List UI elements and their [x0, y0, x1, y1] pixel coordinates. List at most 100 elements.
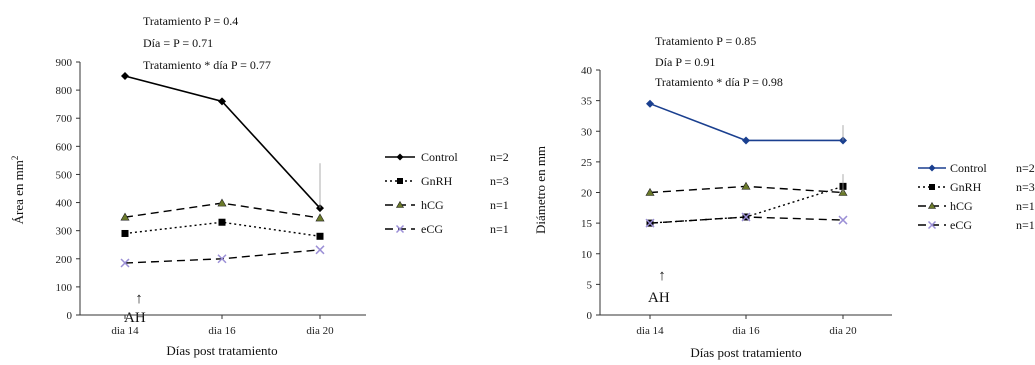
y-tick-label: 40	[581, 65, 593, 77]
legend-marker	[928, 164, 936, 172]
legend-item-control: Control n=2	[385, 150, 509, 164]
y-tick-label: 300	[56, 226, 73, 238]
area-chart: Tratamiento P = 0.4 Día = P = 0.71 Trata…	[10, 14, 509, 358]
series-control	[121, 72, 324, 213]
legend-item-hcg: hCG n=1	[918, 199, 1035, 213]
x-tick-label: dia 20	[306, 325, 334, 337]
legend-n-label: n=2	[490, 150, 509, 164]
y-tick-label: 900	[56, 57, 73, 69]
legend: Control n=2 GnRH n=3 hCG n=1 eCG n=1	[385, 150, 509, 236]
ah-annotation: AH	[124, 310, 146, 326]
y-tick-label: 35	[581, 96, 593, 108]
legend-marker	[927, 220, 937, 230]
x-tick-label: dia 14	[111, 325, 139, 337]
axes: 0 100 200 300 400 500 600 700 800 900 dia 14 dia 16…	[56, 57, 366, 337]
x-tick-label: dia 16	[208, 325, 236, 337]
y-tick-label: 10	[581, 249, 593, 261]
series-ecg	[120, 245, 325, 268]
legend-marker	[929, 184, 935, 190]
point-hcg-2	[217, 198, 227, 207]
stat-line-interaction: Tratamiento * día P = 0.77	[143, 58, 271, 72]
ah-annotation: AH	[648, 290, 670, 306]
stat-line-treatment: Tratamiento P = 0.4	[143, 14, 238, 28]
stat-line-day: Día = P = 0.71	[143, 36, 213, 50]
point-control-1	[646, 99, 654, 108]
stat-line-interaction: Tratamiento * día P = 0.98	[655, 75, 783, 89]
legend-n-label: n=1	[1016, 199, 1035, 213]
point-hcg-1	[645, 187, 655, 196]
legend-item-gnrh: GnRH n=3	[385, 174, 509, 188]
legend-n-label: n=3	[1016, 180, 1035, 194]
y-tick-label: 15	[581, 218, 593, 230]
legend-n-label: n=1	[490, 198, 509, 212]
y-tick-label: 25	[581, 157, 593, 169]
point-hcg-2	[741, 181, 751, 190]
point-control-2	[742, 136, 750, 145]
series-control	[646, 99, 847, 145]
legend-label: eCG	[421, 222, 443, 236]
legend-n-label: n=1	[490, 222, 509, 236]
x-axis-label: Días post tratamiento	[166, 343, 277, 358]
legend-label: hCG	[421, 198, 444, 212]
x-tick-label: dia 16	[732, 325, 760, 337]
legend-label: Control	[950, 161, 987, 175]
y-tick-label: 100	[56, 282, 73, 294]
y-tick-label: 400	[56, 198, 73, 210]
point-ecg-1	[120, 258, 130, 268]
series-hcg	[120, 198, 325, 222]
legend-item-ecg: eCG n=1	[918, 218, 1035, 232]
point-control-2	[218, 97, 226, 106]
legend-marker	[927, 201, 937, 209]
legend-item-ecg: eCG n=1	[385, 222, 509, 236]
y-tick-label: 800	[56, 85, 73, 97]
y-axis-label: Diámetro en mm	[533, 146, 548, 234]
legend-marker	[397, 178, 403, 184]
point-hcg-1	[120, 212, 130, 221]
legend-label: GnRH	[421, 174, 453, 188]
legend-n-label: n=1	[1016, 218, 1035, 232]
x-tick-label: dia 20	[829, 325, 857, 337]
point-gnrh-1	[121, 229, 129, 237]
y-tick-label: 500	[56, 169, 73, 181]
series-line-control	[124, 75, 321, 209]
diameter-chart: Tratamiento P = 0.85 Día P = 0.91 Tratam…	[533, 34, 1035, 360]
stat-line-treatment: Tratamiento P = 0.85	[655, 34, 756, 48]
series-group	[645, 99, 848, 228]
ah-arrow: ↑	[135, 291, 143, 307]
legend: Control n=2 GnRH n=3 hCG n=1 eCG n=1	[918, 161, 1035, 232]
series-group	[120, 72, 325, 268]
legend-label: GnRH	[950, 180, 982, 194]
series-line-ecg	[124, 249, 321, 264]
y-tick-label: 30	[581, 126, 593, 138]
y-tick-label: 5	[587, 279, 593, 291]
point-ecg-3	[838, 215, 848, 225]
y-tick-label: 700	[56, 113, 73, 125]
y-tick-label: 20	[581, 188, 593, 200]
legend-marker	[395, 200, 405, 208]
point-ecg-2	[741, 212, 751, 222]
series-hcg	[645, 181, 848, 196]
series-ecg	[645, 212, 848, 228]
legend-label: eCG	[950, 218, 972, 232]
legend-n-label: n=2	[1016, 161, 1035, 175]
axes: 0 5 10 15 20 25 30 35 40 dia 14 dia 16 dia 20	[581, 65, 892, 337]
point-ecg-3	[315, 245, 325, 255]
legend-label: Control	[421, 150, 458, 164]
legend-label: hCG	[950, 199, 973, 213]
point-control-1	[121, 72, 129, 81]
point-ecg-2	[217, 254, 227, 264]
stat-line-day: Día P = 0.91	[655, 55, 715, 69]
point-gnrh-2	[218, 218, 226, 226]
y-tick-label: 200	[56, 254, 73, 266]
series-gnrh	[121, 218, 324, 240]
legend-n-label: n=3	[490, 174, 509, 188]
y-tick-label: 0	[587, 310, 593, 322]
point-hcg-3	[315, 213, 325, 222]
point-ecg-1	[645, 218, 655, 228]
series-line-control	[649, 102, 843, 142]
y-tick-label: 0	[67, 310, 73, 322]
y-tick-label: 600	[56, 141, 73, 153]
legend-item-hcg: hCG n=1	[385, 198, 509, 212]
x-axis-label: Días post tratamiento	[690, 345, 801, 360]
